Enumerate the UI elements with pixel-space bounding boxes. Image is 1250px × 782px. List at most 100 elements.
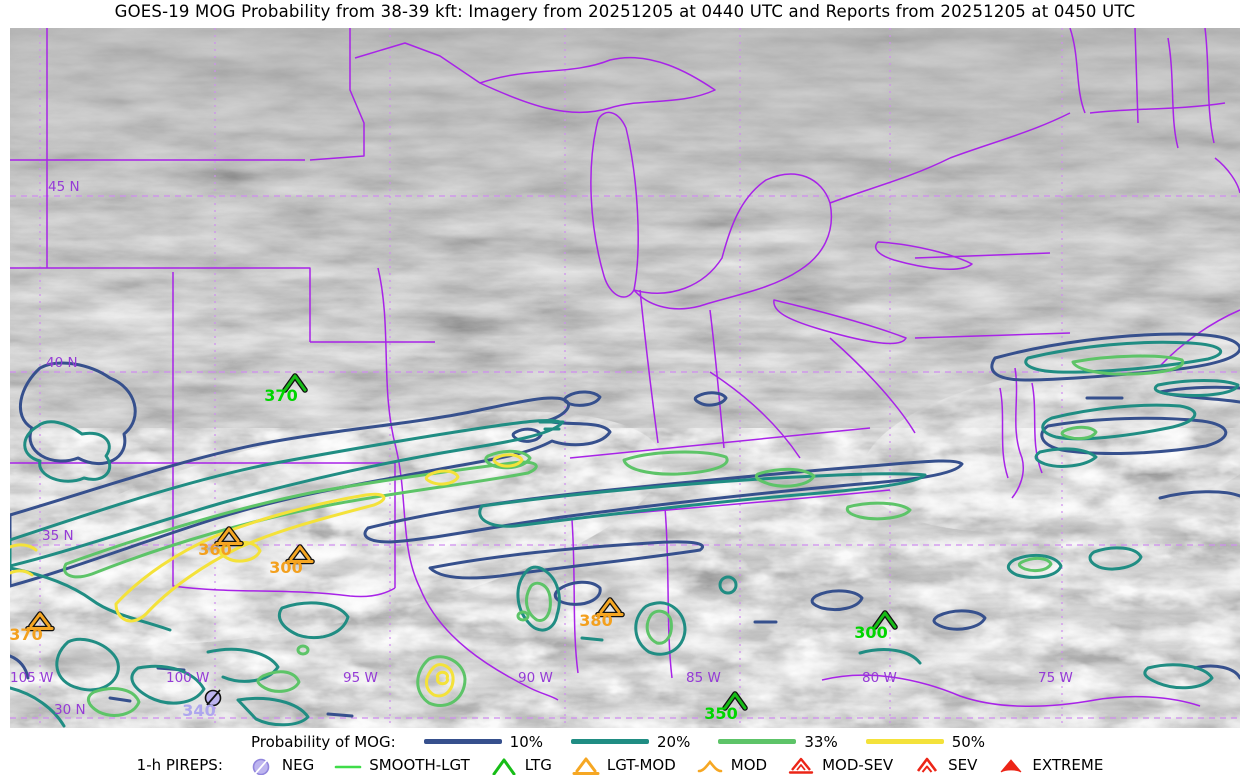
state-border <box>1214 157 1240 194</box>
state-border <box>874 241 973 270</box>
state-border <box>1167 37 1179 149</box>
contour-10% <box>990 332 1240 382</box>
legend-item-smooth-lgt: SMOOTH-LGT <box>334 755 470 775</box>
lgt-mod-icon <box>595 597 625 618</box>
contour-20% <box>23 420 112 483</box>
ltg-icon <box>722 691 748 711</box>
geo-label: 75 W <box>1038 670 1073 686</box>
contour-33% <box>622 450 729 476</box>
contour-20% <box>10 566 172 632</box>
pirep-flight-level: 300 <box>269 558 302 577</box>
lgt-mod-icon <box>572 757 600 775</box>
contour-20% <box>1034 447 1098 468</box>
geo-label: 80 W <box>862 670 897 686</box>
contour-10% <box>1193 664 1240 680</box>
contour-10% <box>563 390 602 407</box>
legend-item-label: 50% <box>951 732 986 751</box>
state-border <box>1134 28 1139 124</box>
pirep-marker: 380 <box>579 597 625 630</box>
contour-33% <box>86 687 141 717</box>
pirep-flight-level: 370 <box>264 386 297 405</box>
geo-label: 30 N <box>54 702 86 718</box>
legend-item-label: LTG <box>524 755 552 774</box>
contour-50% <box>424 469 460 486</box>
contour-33% <box>645 609 673 645</box>
contour-20% <box>1143 663 1214 690</box>
contour-10% <box>10 396 612 588</box>
contour-33% <box>1071 354 1185 376</box>
geo-label: 100 W <box>166 670 209 686</box>
state-border <box>999 387 1009 479</box>
contour-10% <box>693 391 728 407</box>
state-borders <box>10 28 1240 707</box>
neg-icon <box>252 757 270 775</box>
contour-20% <box>55 637 120 692</box>
contour-50% <box>10 543 38 552</box>
contour-10% <box>108 696 132 703</box>
pirep-marker: 340 <box>182 689 222 720</box>
contour-33% <box>845 501 912 521</box>
legend-item-50%: 50% <box>865 732 986 751</box>
pirep-flight-level: 350 <box>704 704 737 723</box>
lgt-mod-icon <box>285 544 315 565</box>
extreme-icon <box>1000 758 1022 772</box>
contour-10% <box>428 540 704 580</box>
legend-item-neg: NEG <box>247 755 314 775</box>
legend-item-label: 20% <box>657 732 691 751</box>
probability-line-swatch <box>865 739 944 744</box>
contour-20% <box>130 664 206 705</box>
contour-33% <box>754 467 816 488</box>
legend-probability-caption: Probability of MOG: <box>250 732 396 751</box>
legend-item-label: 33% <box>804 732 838 751</box>
state-border <box>773 299 907 345</box>
pirep-flight-level: 370 <box>10 625 43 644</box>
lgt-mod-icon <box>572 757 600 775</box>
state-border <box>377 267 559 701</box>
contour-10% <box>553 580 602 606</box>
smooth-lgt-icon <box>334 765 362 768</box>
neg-icon <box>204 689 222 707</box>
contour-20% <box>1088 546 1143 571</box>
extreme-icon <box>1000 758 1022 772</box>
pirep-flight-level: 340 <box>182 701 215 720</box>
contour-33% <box>296 644 310 656</box>
lgt-mod-icon <box>25 611 55 632</box>
state-border <box>829 337 916 434</box>
geo-label: 90 W <box>518 670 553 686</box>
contour-20% <box>236 696 310 727</box>
state-border <box>639 289 659 444</box>
contour-10% <box>1158 490 1240 500</box>
pirep-marker: 300 <box>269 544 315 577</box>
state-border <box>914 252 1051 259</box>
ltg-icon <box>492 758 516 775</box>
legend-item-label: MOD-SEV <box>822 755 894 774</box>
ltg-icon <box>282 373 308 393</box>
state-border <box>1089 102 1226 114</box>
sev-icon <box>917 757 938 773</box>
legend-item-label: NEG <box>281 755 315 774</box>
state-border <box>354 42 481 84</box>
geo-label: 35 N <box>42 528 74 544</box>
pirep-marker: 300 <box>854 610 898 642</box>
state-border <box>309 28 365 161</box>
contour-50% <box>218 540 262 563</box>
legend-item-33%: 33% <box>718 732 838 751</box>
state-border <box>709 371 801 459</box>
pirep-flight-level: 300 <box>854 623 887 642</box>
contour-33% <box>524 581 552 622</box>
mod-sev-icon <box>788 757 814 774</box>
legend-item-10%: 10% <box>423 733 543 751</box>
satellite-map: 45 N 40 N 35 N 30 N 105 W 100 W 95 W 90 W 85 W 80… <box>10 28 1240 728</box>
geo-label: 45 N <box>48 179 80 195</box>
contour-20% <box>718 575 738 595</box>
probability-line-swatch <box>423 739 502 744</box>
contour-20% <box>1024 340 1222 374</box>
contour-50% <box>436 670 449 686</box>
probability-line-swatch <box>718 739 797 744</box>
legend-item-label: LGT-MOD <box>606 755 676 774</box>
legend-item-ltg: LTG <box>490 755 552 775</box>
pirep-marker: 350 <box>704 691 748 723</box>
contour-10% <box>932 609 987 631</box>
contour-33% <box>416 655 467 707</box>
